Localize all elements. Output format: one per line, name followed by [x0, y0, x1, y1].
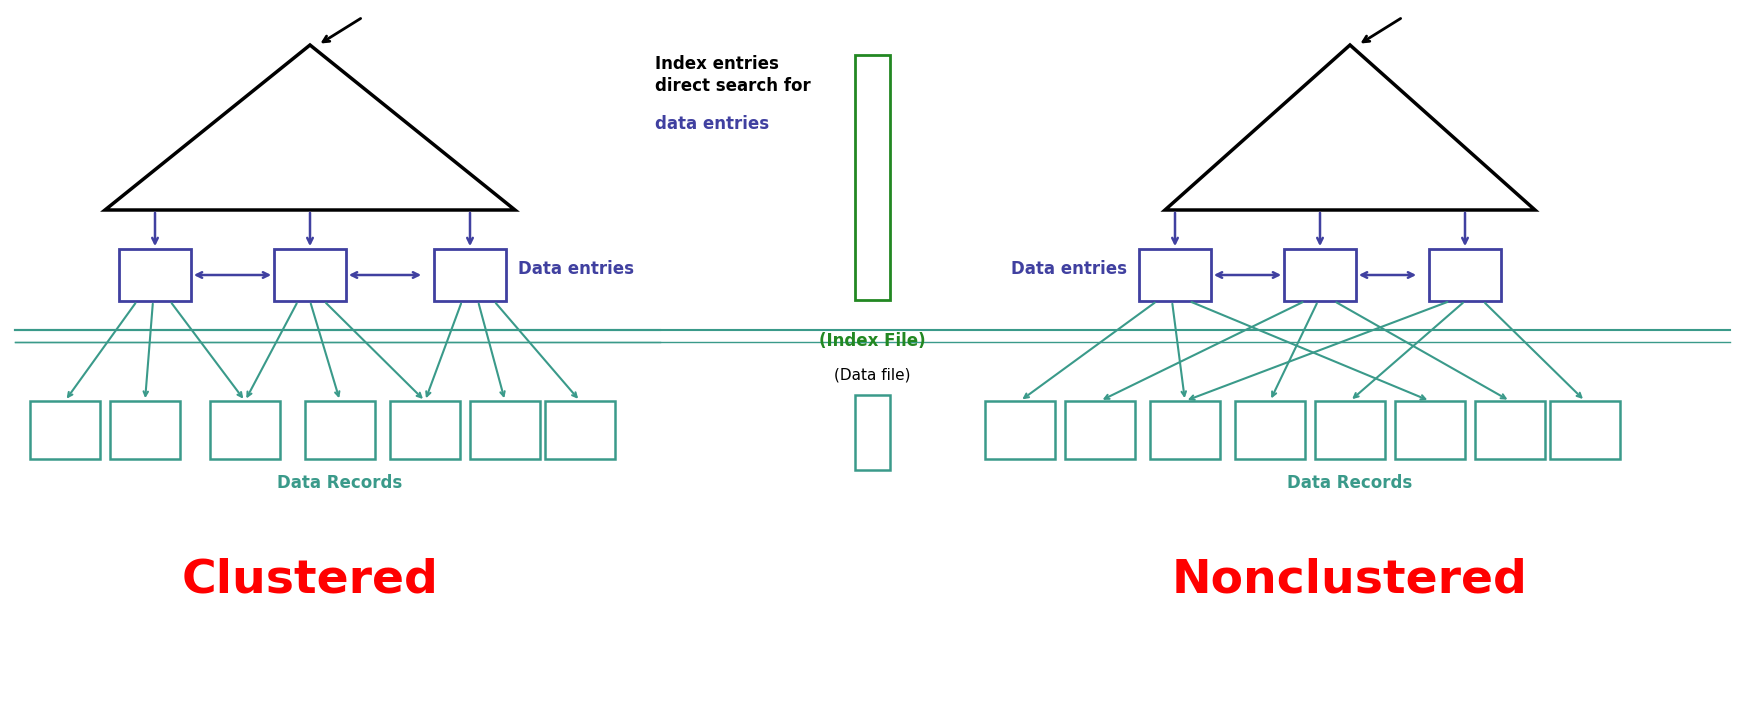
FancyBboxPatch shape — [1395, 401, 1465, 459]
FancyBboxPatch shape — [209, 401, 281, 459]
Text: (Data file): (Data file) — [834, 368, 910, 383]
FancyBboxPatch shape — [305, 401, 375, 459]
Text: Index entries
direct search for: Index entries direct search for — [656, 55, 811, 95]
FancyBboxPatch shape — [391, 401, 460, 459]
Text: Data entries: Data entries — [1012, 260, 1127, 278]
Text: (Index File): (Index File) — [818, 332, 926, 350]
Text: data entries: data entries — [656, 115, 769, 133]
FancyBboxPatch shape — [1235, 401, 1305, 459]
Text: Nonclustered: Nonclustered — [1172, 557, 1528, 603]
FancyBboxPatch shape — [985, 401, 1055, 459]
FancyBboxPatch shape — [1428, 249, 1502, 301]
FancyBboxPatch shape — [855, 55, 889, 300]
FancyBboxPatch shape — [119, 249, 192, 301]
Text: Data entries: Data entries — [518, 260, 635, 278]
Text: Clustered: Clustered — [181, 557, 438, 603]
FancyBboxPatch shape — [1315, 401, 1385, 459]
FancyBboxPatch shape — [1066, 401, 1135, 459]
FancyBboxPatch shape — [469, 401, 541, 459]
FancyBboxPatch shape — [1475, 401, 1545, 459]
FancyBboxPatch shape — [274, 249, 345, 301]
FancyBboxPatch shape — [30, 401, 99, 459]
FancyBboxPatch shape — [544, 401, 616, 459]
FancyBboxPatch shape — [1284, 249, 1357, 301]
FancyBboxPatch shape — [1550, 401, 1620, 459]
FancyBboxPatch shape — [1139, 249, 1210, 301]
Text: Data Records: Data Records — [1287, 474, 1413, 492]
FancyBboxPatch shape — [855, 395, 889, 470]
FancyBboxPatch shape — [110, 401, 180, 459]
Text: Data Records: Data Records — [277, 474, 403, 492]
FancyBboxPatch shape — [434, 249, 506, 301]
FancyBboxPatch shape — [1149, 401, 1221, 459]
